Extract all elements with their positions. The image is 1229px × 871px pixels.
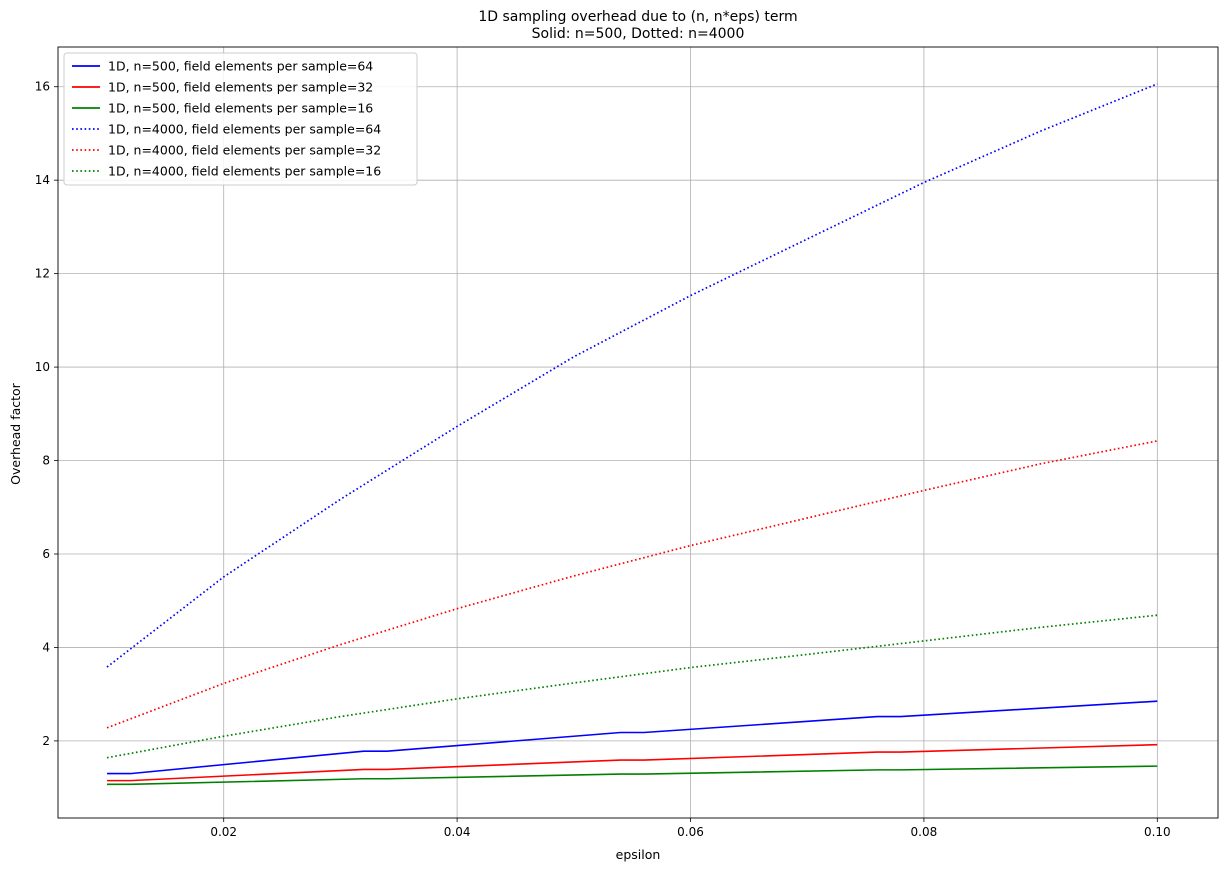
y-tick-label: 6 [42,547,50,561]
legend-label: 1D, n=500, field elements per sample=16 [108,101,373,116]
chart-subtitle: Solid: n=500, Dotted: n=4000 [532,26,745,42]
series-line-5 [106,440,1158,729]
legend: 1D, n=500, field elements per sample=64 1… [63,52,418,186]
x-tick-label: 0.08 [911,825,938,839]
y-tick-label: 2 [42,734,50,748]
y-tick-label: 12 [35,267,50,281]
axis-ticks: 0.02 0.04 0.06 0.08 0.10 2 4 6 8 10 12 14 16 [35,80,1171,839]
x-tick-label: 0.06 [677,825,704,839]
y-tick-label: 10 [35,360,50,374]
series-line-1 [107,700,1158,775]
y-tick-label: 16 [35,80,50,94]
series-line-2 [107,743,1158,782]
x-axis-label: epsilon [616,847,661,862]
legend-label: 1D, n=4000, field elements per sample=32 [108,143,381,158]
x-tick-label: 0.10 [1144,825,1171,839]
series-line-4 [106,83,1158,668]
chart-title: 1D sampling overhead due to (n, n*eps) t… [478,9,797,25]
series-line-6 [106,614,1158,759]
plot-area-frame [57,46,1219,819]
y-tick-label: 4 [42,640,50,654]
legend-box [63,52,418,186]
y-axis-label: Overhead factor [8,382,23,485]
legend-label: 1D, n=4000, field elements per sample=64 [108,122,381,137]
legend-label: 1D, n=500, field elements per sample=64 [108,59,373,74]
legend-label: 1D, n=4000, field elements per sample=16 [108,164,381,179]
x-tick-label: 0.04 [444,825,471,839]
y-tick-label: 14 [35,173,50,187]
series-line-3 [107,765,1158,786]
x-tick-label: 0.02 [210,825,237,839]
legend-label: 1D, n=500, field elements per sample=32 [108,80,373,95]
y-tick-label: 8 [42,454,50,468]
series-lines [106,83,1158,786]
